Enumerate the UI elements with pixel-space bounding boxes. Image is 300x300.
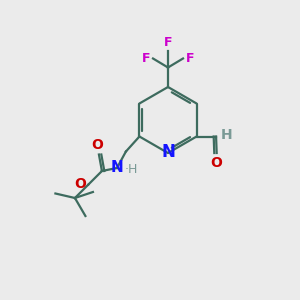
Text: O: O bbox=[74, 178, 86, 191]
Text: F: F bbox=[142, 52, 151, 65]
Text: O: O bbox=[92, 138, 104, 152]
Text: O: O bbox=[211, 156, 223, 170]
Text: N: N bbox=[161, 143, 175, 161]
Text: H: H bbox=[220, 128, 232, 142]
Text: ·H: ·H bbox=[124, 163, 138, 176]
Text: F: F bbox=[164, 36, 172, 49]
Text: F: F bbox=[185, 52, 194, 65]
Text: N: N bbox=[110, 160, 123, 175]
